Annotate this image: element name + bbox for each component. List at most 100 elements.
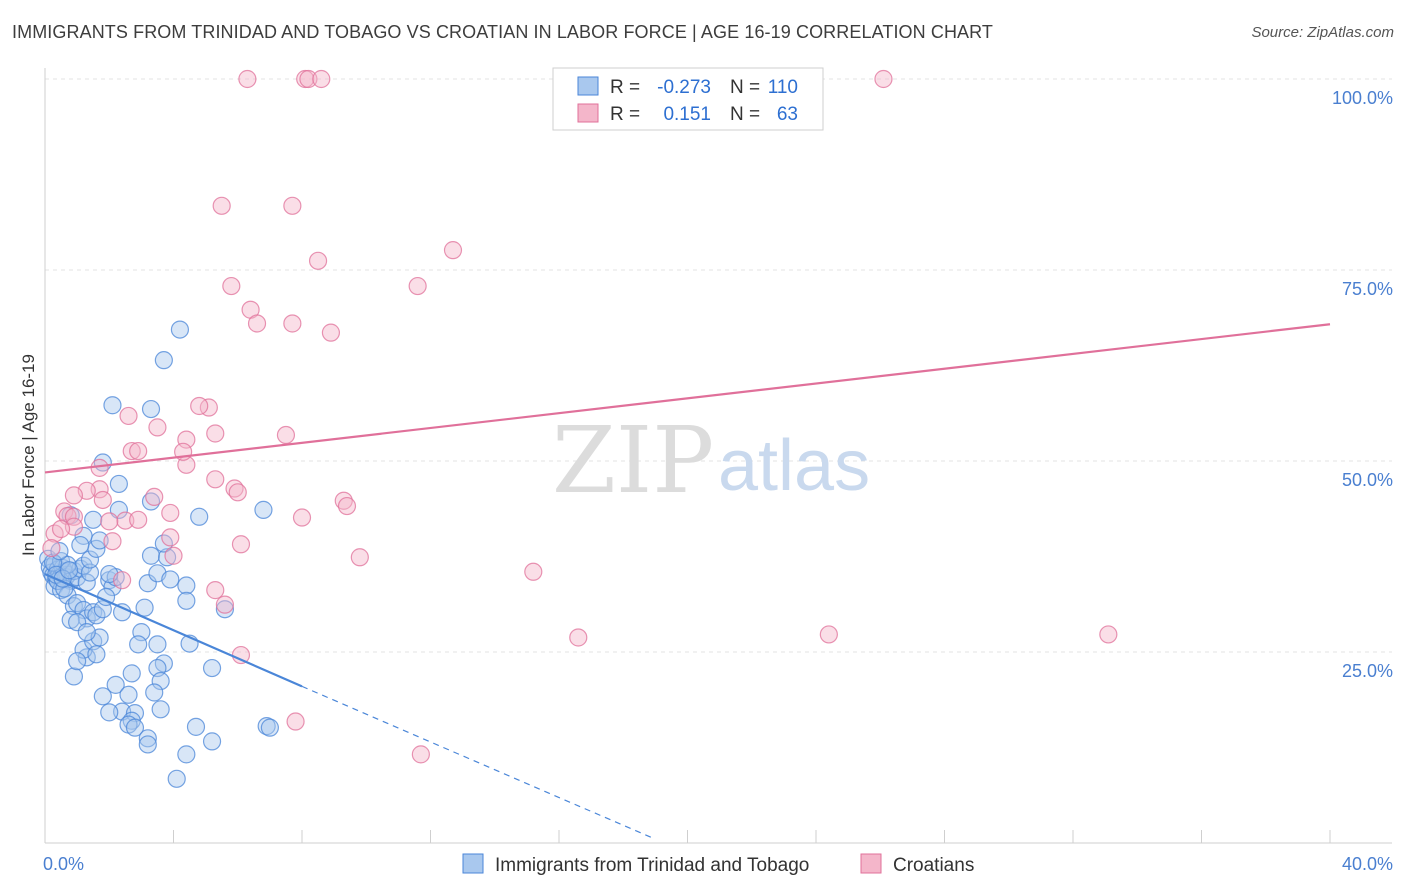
pink-point-2 (299, 69, 318, 89)
blue-point-52 (177, 576, 196, 595)
pink-point-3 (312, 69, 331, 89)
legend-swatch-blue (577, 76, 599, 96)
pink-point-47 (51, 519, 71, 539)
blue-point-19 (80, 563, 100, 582)
legend-n-value-2: 63 (777, 104, 798, 125)
axes (44, 68, 1392, 844)
pink-point-10 (222, 276, 241, 296)
blue-point-89 (215, 600, 234, 619)
blue-point-96 (87, 645, 106, 664)
blue-point-79 (125, 718, 145, 737)
pink-point-23 (122, 441, 141, 461)
blue-point-74 (100, 703, 119, 722)
pink-point-60 (1099, 625, 1118, 644)
pink-point-43 (129, 510, 148, 529)
watermark-zip: ZIP (552, 407, 714, 514)
pink-point-32 (145, 487, 164, 507)
pink-point-21 (206, 424, 225, 443)
y-tick-labels: 25.0% 50.0% 75.0% 100.0% (1332, 88, 1393, 681)
pink-point-51 (164, 546, 183, 565)
pink-point-14 (283, 314, 302, 333)
series-swatch-pink (860, 853, 882, 874)
pink-point-34 (228, 483, 247, 502)
pink-point-24 (129, 441, 148, 461)
pink-point-61 (231, 645, 251, 665)
blue-point-56 (154, 351, 173, 370)
blue-point-57 (170, 320, 190, 339)
pink-point-18 (199, 398, 218, 417)
gridlines (45, 78, 1392, 653)
legend-n-label-2: N = (730, 104, 760, 125)
y-tick-label-75: 75.0% (1342, 279, 1393, 299)
y-tick-label-25: 25.0% (1342, 661, 1393, 681)
blue-point-109 (254, 500, 273, 519)
pink-point-40 (64, 507, 84, 526)
y-tick-label-100: 100.0% (1332, 88, 1393, 108)
pink-point-59 (819, 625, 838, 644)
pink-point-16 (148, 418, 167, 437)
pink-point-7 (283, 196, 302, 215)
legend-r-label-2: R = (610, 104, 640, 125)
watermark: ZIP atlas (552, 407, 870, 514)
pink-point-9 (308, 251, 328, 270)
blue-point-41 (84, 510, 103, 529)
pink-point-13 (247, 314, 267, 333)
blue-point-62 (129, 635, 148, 654)
pink-point-35 (206, 470, 225, 489)
blue-point-71 (145, 683, 164, 702)
blue-point-55 (141, 399, 161, 419)
blue-point-86 (260, 718, 279, 737)
pink-point-58 (569, 628, 588, 647)
correlation-legend: R = -0.273 N = 110 R = 0.151 N = 63 (552, 67, 824, 131)
pink-point-11 (408, 276, 427, 296)
blue-point-60 (135, 598, 154, 617)
blue-point-28 (68, 613, 87, 632)
blue-point-51 (161, 570, 180, 589)
blue-point-69 (106, 675, 125, 694)
pink-point-62 (286, 712, 305, 731)
blue-point-87 (167, 769, 186, 788)
trend-lines (44, 323, 1331, 840)
pink-point-52 (231, 535, 251, 554)
series-swatch-blue (462, 853, 484, 874)
pink-point-22 (276, 425, 296, 445)
pink-point-57 (215, 595, 234, 614)
blue-point-82 (186, 717, 206, 736)
blue-point-90 (177, 591, 196, 610)
pink-point-63 (411, 745, 430, 764)
pink-point-54 (524, 562, 543, 581)
blue-point-63 (148, 635, 167, 654)
pink-point-42 (116, 511, 135, 530)
pink-point-8 (443, 241, 463, 260)
blue-point-81 (138, 735, 157, 754)
blue-point-37 (80, 550, 100, 569)
x-tick-label-max: 40.0% (1342, 854, 1393, 874)
blue-point-46 (71, 535, 90, 555)
legend-r-label-1: R = (610, 77, 640, 98)
pink-point-49 (100, 512, 119, 531)
pink-point-6 (212, 196, 231, 215)
blue-point-77 (151, 700, 170, 719)
pink-point-45 (292, 508, 312, 527)
legend-n-value-1: 110 (768, 77, 798, 98)
pink-point-36 (334, 491, 353, 510)
watermark-atlas: atlas (718, 426, 870, 506)
blue-point-88 (202, 658, 222, 678)
data-points (39, 69, 1118, 788)
source-label: Source: ZipAtlas.com (1251, 24, 1394, 41)
legend-n-label-1: N = (730, 77, 760, 98)
pink-point-44 (161, 503, 180, 523)
series-legend: Immigrants from Trinidad and Tobago Croa… (462, 853, 974, 876)
blue-point-43 (109, 474, 128, 494)
legend-r-value-2: 0.151 (663, 104, 711, 125)
pink-point-37 (337, 496, 357, 516)
pink-point-17 (119, 406, 138, 426)
blue-point-54 (103, 396, 122, 415)
blue-point-47 (141, 546, 161, 565)
x-tick-label-min: 0.0% (43, 854, 84, 874)
pink-trend-line (44, 323, 1331, 474)
blue-point-84 (202, 732, 222, 751)
blue-point-66 (122, 664, 141, 683)
blue-point-53 (190, 507, 209, 526)
